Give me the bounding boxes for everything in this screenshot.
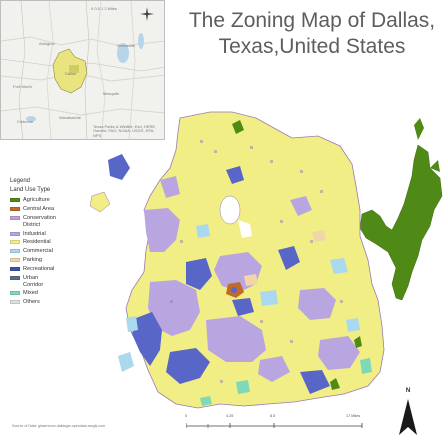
north-label: N [405,388,411,394]
inset-label-waxahachie: Waxahachie [59,115,81,120]
industrial-zone-west [144,208,180,252]
locator-inset-map: 0 0.5 1 2 Miles Fort Worth Dallas Greenv… [0,0,165,140]
inset-credits: Texas Parks & Wildlife, Esri, HERE, Garm… [93,124,157,138]
scale-bar [186,423,363,428]
recreational-zone-sw [132,312,162,366]
legend-swatch [10,198,20,203]
legend-swatch [10,240,20,245]
inset-scale-text: 0 0.5 1 2 Miles [91,6,118,11]
white-lake-area [219,195,241,225]
legend-swatch [10,291,20,296]
map-legend: Legend Land Use Type Agriculture Central… [10,177,59,306]
legend-label: Agriculture [23,197,50,204]
industrial-zone-sw [148,280,200,336]
legend-item-parking: Parking [10,257,59,264]
legend-item-central-area: Central Area [10,206,59,213]
legend-swatch [10,207,20,212]
inset-label-greenville: Greenville [117,43,136,48]
legend-swatch [10,276,20,281]
legend-item-recreational: Recreational [10,266,59,273]
data-source-note: Source of Data: gisservices.dallasgis.op… [12,424,106,428]
legend-label: Residential [23,239,51,246]
inset-label-mesquite: Mesquite [103,91,120,96]
legend-swatch [10,300,20,305]
map-title: The Zoning Map of Dallas, Texas,United S… [188,9,436,58]
legend-label: Others [23,299,40,306]
legend-item-urban-corridor: Urban Corridor [10,275,59,288]
legend-label: Parking [23,257,42,264]
legend-subheading: Land Use Type [10,187,51,193]
inset-label-cleburne: Cleburne [17,119,34,124]
inset-label-arlington: Arlington [39,41,55,46]
legend-label: Conservation District [23,215,56,228]
legend-label: Industrial [23,230,46,237]
north-arrow-icon [399,399,417,435]
industrial-zone-south [206,316,266,362]
industrial-zone-east [298,288,336,320]
legend-item-mixed: Mixed [10,290,59,297]
legend-item-commercial: Commercial [10,248,59,255]
legend-item-agriculture: Agriculture [10,197,59,204]
legend-swatch [10,267,20,272]
recreational-zone-south [166,348,210,384]
inset-label-dallas: Dallas [65,71,77,76]
legend-label: Central Area [23,206,55,213]
legend-item-others: Others [10,299,59,306]
legend-item-conservation: Conservation District [10,215,59,228]
legend-swatch [10,258,20,263]
north-arrow: N [397,388,419,436]
legend-swatch [10,231,20,236]
legend-label: Commercial [23,248,53,255]
inset-label-fort-worth: Fort Worth [13,84,32,89]
legend-item-industrial: Industrial [10,231,59,238]
scale-label-3: 17 Miles [346,414,361,418]
legend-swatch [10,249,20,254]
legend-item-residential: Residential [10,239,59,246]
recreational-zone-central [186,258,212,290]
agriculture-area-lake [359,144,443,301]
legend-swatch [10,216,20,221]
industrial-zone-se [318,336,360,370]
legend-label: Urban Corridor [23,275,44,288]
scale-label-0: 0 [185,414,188,418]
compass-star-icon [140,7,154,21]
legend-label: Recreational [23,266,55,273]
scale-label-2: 8.5 [270,414,276,418]
scale-label-1: 4.25 [226,414,234,418]
legend-heading: Legend [10,178,31,184]
inset-basemap [1,1,164,139]
legend-label: Mixed [23,290,38,297]
